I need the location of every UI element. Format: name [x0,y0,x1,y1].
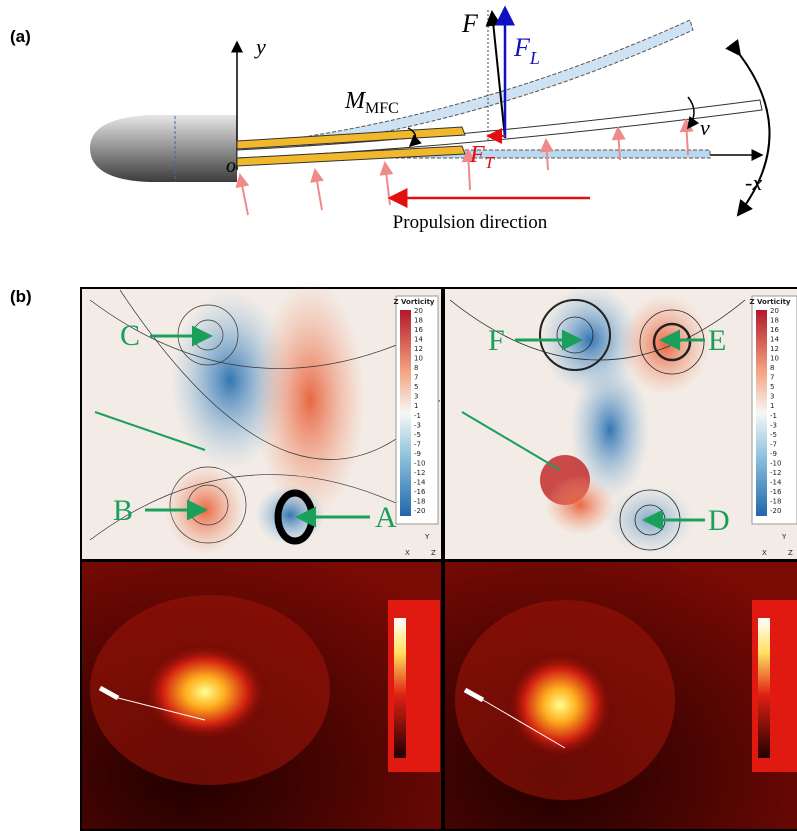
velocity-left [82,562,441,829]
colorbar-tick: -20 [770,507,781,515]
colorbar-tick: 5 [770,383,774,391]
colorbar-tick: -20 [414,507,425,515]
colorbar-tick: 3 [414,393,418,401]
colorbar-title: Z Vorticity [393,298,434,306]
colorbar-tick: -16 [414,488,426,496]
colorbar-tick: -18 [770,497,781,505]
colorbar-tick: 1 [414,402,418,410]
colorbar-tick: -10 [770,459,781,467]
body [90,115,237,182]
colorbar-tick: 14 [414,336,423,344]
colorbar-tick: 8 [770,364,774,372]
axis-triad: Y [424,533,430,541]
panel-label: (a) [10,27,31,46]
axis-triad: X [762,549,767,557]
x-label: -x [745,170,762,195]
colorbar-tick: 8 [414,364,418,372]
axis-triad: Y [781,533,787,541]
colorbar-tick: 20 [414,307,423,315]
colorbar-tick: 16 [414,326,423,334]
colorbar-tick: -5 [770,431,777,439]
lift-subscript: L [529,48,540,68]
colorbar-tick: 18 [770,317,779,325]
axis-triad: X [405,549,410,557]
colorbar-title: Z Vorticity [749,298,790,306]
colorbar: Z Vorticity20181614121087531-1-3-5-7-9-1… [749,296,797,524]
lift-symbol: F [513,33,531,62]
colorbar-tick: 5 [414,383,418,391]
colorbar-tick: 18 [414,317,423,325]
colorbar-tick: 20 [770,307,779,315]
marker-label: E [708,324,726,357]
marker-label: A [375,501,397,534]
colorbar-tick: 14 [770,336,779,344]
axis-triad: Z [788,549,793,557]
colorbar-tick: -1 [770,412,777,420]
y-label: y [254,34,266,59]
panel-label: (b) [10,287,32,306]
colorbar-tick: -12 [414,469,425,477]
colorbar-tick: -7 [770,440,777,448]
colorbar-tick: -14 [770,478,782,486]
colorbar-tick: -3 [770,421,777,429]
colorbar-tick: 16 [770,326,779,334]
colorbar-tick: 1 [770,402,774,410]
colorbar-tick: -5 [414,431,421,439]
colorbar-tick: -14 [414,478,426,486]
colorbar-tick: -7 [414,440,421,448]
velocity-right [445,562,797,829]
colorbar-tick: -9 [414,450,421,458]
moment-subscript: MFC [365,100,399,117]
colorbar-tick: -9 [770,450,777,458]
marker-label: B [113,494,133,527]
origin-label: o [226,155,236,177]
force-label: F [461,9,479,38]
colorbar-tick: 3 [770,393,774,401]
colorbar-tick: -3 [414,421,421,429]
colorbar-tick: -16 [770,488,782,496]
colorbar-tick: 7 [770,374,774,382]
caption: Propulsion direction [393,212,548,233]
marker-label: C [120,319,140,352]
colorbar-tick: -12 [770,469,781,477]
moment-symbol: M [344,88,367,114]
velocity-label: v [700,115,710,140]
marker-label: D [708,504,730,537]
colorbar-tick: -1 [414,412,421,420]
thrust-subscript: T [485,153,496,172]
thrust-symbol: F [469,142,485,168]
colorbar-tick: 7 [414,374,418,382]
axis-triad: Z [431,549,436,557]
colorbar-tick: 10 [770,355,779,363]
colorbar-tick: 12 [414,345,423,353]
marker-label: F [488,324,505,357]
colorbar-tick: -10 [414,459,425,467]
colorbar: Z Vorticity20181614121087531-1-3-5-7-9-1… [393,296,438,524]
colorbar-tick: 10 [414,355,423,363]
colorbar-tick: 12 [770,345,779,353]
figure: (a) y o -x F FL FT MMFC v Propulsion dir… [0,0,797,831]
colorbar-tick: -18 [414,497,425,505]
